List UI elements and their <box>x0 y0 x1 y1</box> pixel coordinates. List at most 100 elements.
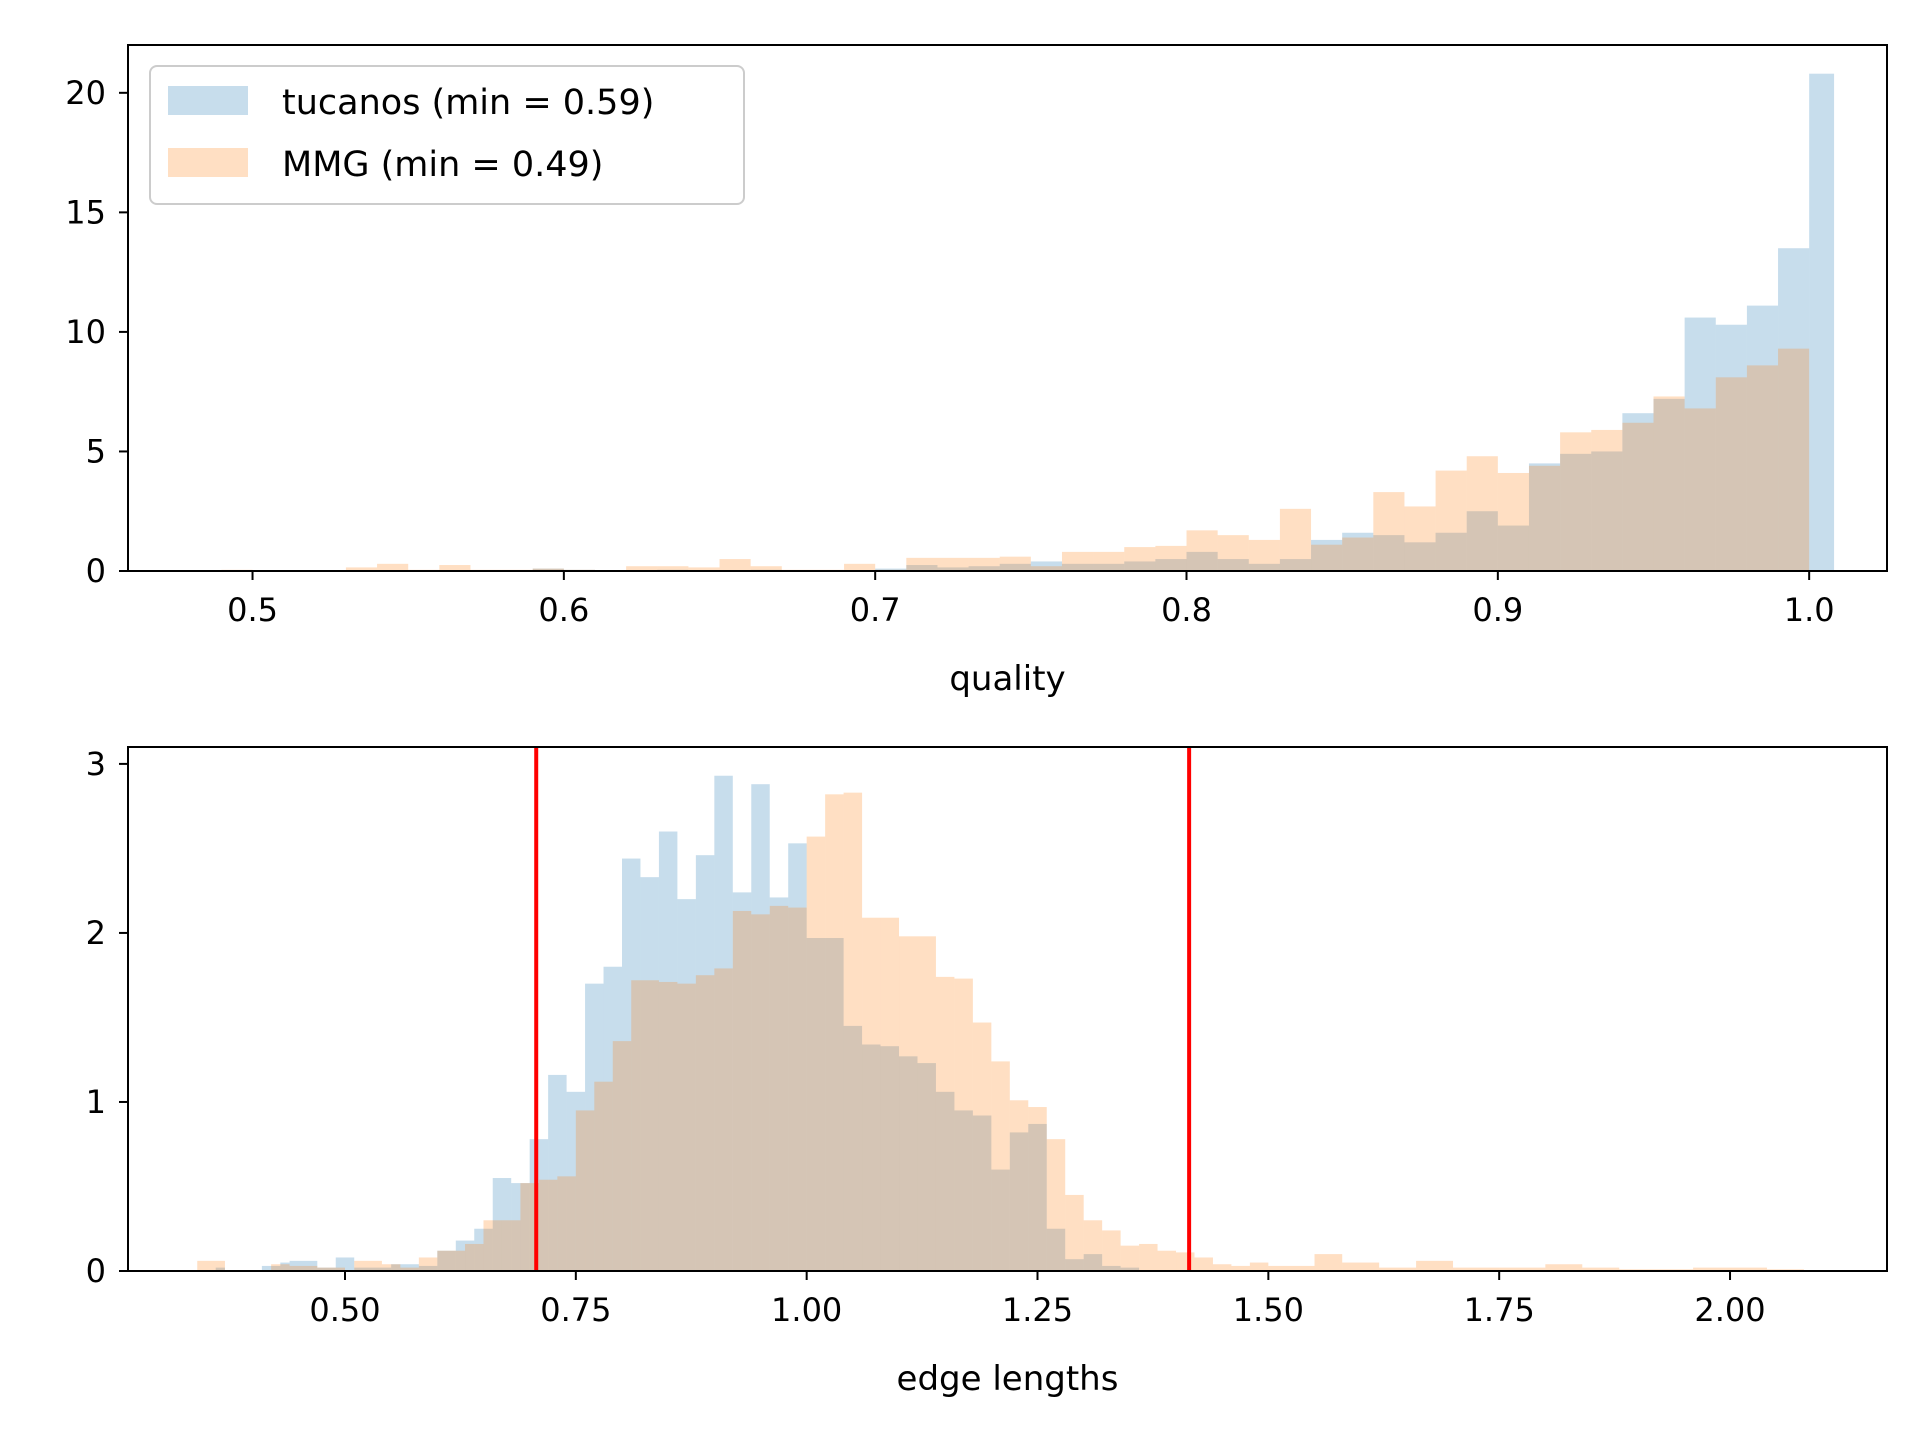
histogram-bar-tucanos <box>1653 398 1685 571</box>
histogram-bar-tucanos <box>1466 511 1498 571</box>
histogram-bar-tucanos <box>917 1063 936 1271</box>
histogram-bar-mmg <box>631 980 659 1271</box>
histogram-bar-mmg <box>658 981 678 1271</box>
histogram-bar-mmg <box>501 1220 521 1271</box>
legend-swatch-mmg <box>168 148 248 177</box>
histogram-bar-tucanos <box>1061 563 1094 571</box>
histogram-bar-tucanos <box>566 1091 586 1271</box>
histogram-bar-mmg <box>862 917 881 1271</box>
histogram-bar-mmg <box>1528 465 1561 571</box>
histogram-bar-mmg <box>844 563 876 571</box>
histogram-bar-mmg <box>1157 1250 1177 1271</box>
y-tick-label: 2 <box>86 914 106 952</box>
histogram-bar-tucanos <box>906 565 938 571</box>
quality-y-ticks: 0 5 10 15 20 <box>65 74 128 590</box>
x-tick-label: 1.25 <box>1002 1291 1073 1329</box>
histogram-bar-mmg <box>557 1176 576 1271</box>
histogram-bar-mmg <box>657 566 689 571</box>
histogram-bar-tucanos <box>1217 559 1249 571</box>
histogram-bar-mmg <box>1499 1267 1546 1271</box>
legend-box <box>149 65 745 205</box>
histogram-bar-mmg <box>1379 1267 1417 1271</box>
histogram-bar-mmg <box>714 968 733 1271</box>
histogram-bar-mmg <box>354 1260 382 1271</box>
y-tick-label: 1 <box>86 1083 106 1121</box>
histogram-bar-mmg <box>825 794 844 1271</box>
histogram-bar-tucanos <box>640 877 659 1271</box>
histogram-bar-mmg <box>1083 1220 1103 1271</box>
y-tick-label: 10 <box>65 313 106 351</box>
histogram-bar-tucanos <box>862 1044 881 1271</box>
histogram-bar-mmg <box>1212 1264 1232 1271</box>
histogram-bar-tucanos <box>1124 561 1156 571</box>
histogram-bar-mmg <box>732 910 752 1271</box>
edge-lengths-y-ticks: 0 1 2 3 <box>86 745 128 1290</box>
histogram-bar-mmg <box>1653 396 1685 571</box>
histogram-bar-mmg <box>1231 1265 1250 1271</box>
histogram-bar-tucanos <box>806 938 826 1271</box>
histogram-bar-mmg <box>594 1081 613 1271</box>
edge-lengths-reference-lines <box>534 747 1192 1271</box>
histogram-bar-mmg <box>806 836 826 1271</box>
histogram-bar-tucanos <box>1373 535 1405 571</box>
y-tick-label: 15 <box>65 193 106 231</box>
histogram-bar-mmg <box>968 557 1000 571</box>
x-tick-label: 0.50 <box>309 1291 380 1329</box>
histogram-bar-mmg <box>532 568 564 571</box>
histogram-bar-mmg <box>917 936 936 1271</box>
histogram-bar-mmg <box>1065 1194 1084 1271</box>
histogram-bar-tucanos <box>280 1262 290 1271</box>
histogram-bar-tucanos <box>1120 1267 1140 1271</box>
histogram-bar-tucanos <box>354 1267 392 1271</box>
histogram-bar-tucanos <box>1030 561 1062 571</box>
histogram-bar-mmg <box>788 907 807 1271</box>
histogram-bar-tucanos <box>751 784 770 1271</box>
x-tick-label: 1.00 <box>771 1291 842 1329</box>
histogram-bar-mmg <box>1416 1260 1454 1271</box>
histogram-bar-mmg <box>1582 1267 1620 1271</box>
histogram-bar-tucanos <box>999 563 1031 571</box>
histogram-bar-tucanos <box>658 831 678 1271</box>
x-tick-label: 2.00 <box>1694 1291 1765 1329</box>
histogram-bar-mmg <box>1497 472 1529 571</box>
histogram-bar-tucanos <box>843 1025 863 1271</box>
histogram-bar-tucanos <box>1155 559 1187 571</box>
histogram-bar-mmg <box>1102 1230 1121 1271</box>
histogram-bar-mmg <box>197 1260 225 1271</box>
histogram-bar-tucanos <box>1065 1259 1084 1271</box>
histogram-bar-tucanos <box>492 1178 512 1271</box>
histogram-bar-tucanos <box>1591 451 1623 571</box>
histogram-bar-mmg <box>465 1243 484 1271</box>
histogram-bar-mmg <box>1139 1243 1158 1271</box>
legend-swatch-tucanos <box>168 86 248 115</box>
histogram-bar-mmg <box>1186 530 1218 571</box>
edge-lengths-plot-frame <box>127 746 1888 1272</box>
histogram-bar-tucanos <box>1497 525 1529 571</box>
histogram-bar-mmg <box>1715 377 1747 571</box>
histogram-bar-mmg <box>439 565 471 571</box>
edge-lengths-bars <box>197 775 1804 1271</box>
histogram-bar-tucanos <box>1311 539 1343 571</box>
histogram-bar-mmg <box>1248 539 1280 571</box>
histogram-bar-mmg <box>1730 1267 1767 1271</box>
histogram-bar-tucanos <box>880 1046 900 1271</box>
x-tick-label: 0.9 <box>1472 591 1523 629</box>
histogram-bar-mmg <box>843 792 863 1271</box>
histogram-bar-mmg <box>1560 432 1592 571</box>
x-tick-label: 0.75 <box>540 1291 611 1329</box>
histogram-bar-mmg <box>906 557 938 571</box>
x-tick-label: 0.5 <box>227 591 278 629</box>
histogram-bar-tucanos <box>1715 324 1747 571</box>
histogram-bar-tucanos <box>1342 532 1374 571</box>
histogram-bar-mmg <box>1622 422 1654 571</box>
quality-histogram-panel: 0.5 0.6 0.7 0.8 0.9 1.0 0 5 10 15 20 quality tuca… <box>65 44 1888 699</box>
histogram-bar-tucanos <box>972 1115 992 1271</box>
histogram-bar-mmg <box>999 556 1031 571</box>
y-tick-label: 5 <box>86 432 106 470</box>
histogram-bar-tucanos <box>1009 1132 1029 1271</box>
histogram-bar-mmg <box>935 976 955 1271</box>
histogram-bar-mmg <box>1342 1262 1380 1271</box>
histogram-bar-tucanos <box>1028 1123 1047 1271</box>
